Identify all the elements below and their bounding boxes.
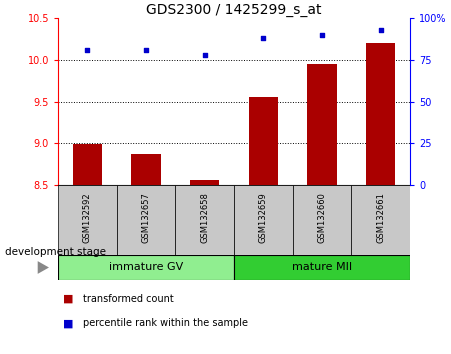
Bar [73, 144, 102, 185]
Text: ■: ■ [63, 318, 73, 328]
Bar [117, 185, 175, 255]
Bar [307, 64, 336, 185]
Point [377, 27, 384, 33]
Text: transformed count: transformed count [83, 293, 174, 303]
Text: GSM132657: GSM132657 [142, 192, 151, 243]
Bar [234, 255, 410, 280]
Bar [234, 185, 293, 255]
Point [201, 52, 208, 58]
Text: GSM132658: GSM132658 [200, 192, 209, 243]
Point [84, 47, 91, 52]
Text: GSM132659: GSM132659 [259, 192, 268, 243]
Text: GSM132661: GSM132661 [376, 192, 385, 243]
Text: percentile rank within the sample: percentile rank within the sample [83, 318, 248, 328]
Bar [366, 43, 396, 185]
Point [143, 47, 150, 52]
Text: GSM132592: GSM132592 [83, 192, 92, 242]
Text: development stage: development stage [5, 247, 106, 257]
Title: GDS2300 / 1425299_s_at: GDS2300 / 1425299_s_at [146, 3, 322, 17]
Text: immature GV: immature GV [109, 263, 183, 273]
Bar [249, 97, 278, 185]
Bar [351, 185, 410, 255]
Bar [190, 180, 219, 185]
Bar [58, 185, 117, 255]
Bar [58, 255, 234, 280]
Bar [293, 185, 351, 255]
Point [260, 35, 267, 41]
Bar [175, 185, 234, 255]
Bar [131, 154, 161, 185]
Text: GSM132660: GSM132660 [318, 192, 327, 243]
Polygon shape [38, 261, 49, 274]
Text: ■: ■ [63, 293, 73, 303]
Point [318, 32, 326, 38]
Text: mature MII: mature MII [292, 263, 352, 273]
